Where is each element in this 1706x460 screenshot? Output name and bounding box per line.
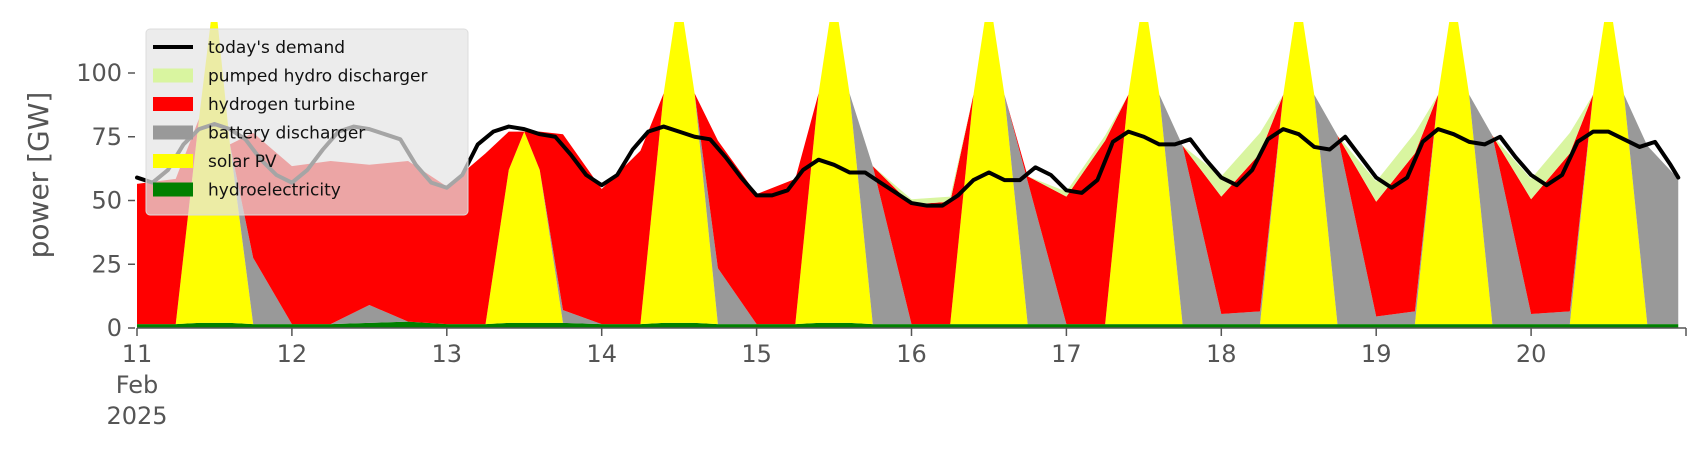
legend-swatch xyxy=(153,154,193,168)
area-pumped-hydro-discharger xyxy=(137,22,1679,205)
x-tick-label: 17 xyxy=(1051,340,1082,368)
x-tick-label: 2025 xyxy=(106,402,167,430)
x-tick-label: 16 xyxy=(896,340,927,368)
stacked-areas xyxy=(137,22,1679,328)
y-tick-label: 25 xyxy=(91,250,122,278)
legend-swatch xyxy=(153,182,193,197)
area-hydroelectricity xyxy=(137,321,1679,328)
x-tick-label: 18 xyxy=(1206,340,1237,368)
x-tick-label: 20 xyxy=(1516,340,1547,368)
legend-label: hydroelectricity xyxy=(208,181,341,201)
area-battery-discharger xyxy=(137,22,1679,325)
legend-swatch xyxy=(153,68,193,83)
legend-label: solar PV xyxy=(208,152,277,172)
legend: today's demand pumped hydro discharger hyd… xyxy=(145,28,469,216)
legend-box xyxy=(145,28,469,216)
x-tick-label: Feb xyxy=(116,371,159,399)
area-hydrogen-turbine xyxy=(137,22,1679,325)
legend-label: battery discharger xyxy=(208,124,365,144)
x-tick-label: 11 xyxy=(122,340,153,368)
legend-swatch xyxy=(153,97,193,111)
y-tick-label: 50 xyxy=(91,187,122,215)
y-tick-label: 0 xyxy=(107,314,122,342)
area-solar-pv xyxy=(137,22,1679,325)
axes: 0 25 50 75 100 11 Feb 2025 12 13 14 15 16 17 18 19 20 pow… xyxy=(22,59,1687,430)
y-axis-label: power [GW] xyxy=(22,92,55,259)
y-tick-label: 75 xyxy=(91,123,122,151)
legend-swatch xyxy=(153,125,193,140)
x-tick-label: 14 xyxy=(586,340,617,368)
x-tick-label: 13 xyxy=(432,340,463,368)
x-tick-label: 12 xyxy=(277,340,308,368)
legend-label: today's demand xyxy=(208,38,345,58)
legend-label: hydrogen turbine xyxy=(208,95,355,115)
legend-label: pumped hydro discharger xyxy=(208,67,427,87)
y-tick-label: 100 xyxy=(76,59,122,87)
x-tick-label: 15 xyxy=(741,340,772,368)
x-tick-label: 19 xyxy=(1361,340,1392,368)
